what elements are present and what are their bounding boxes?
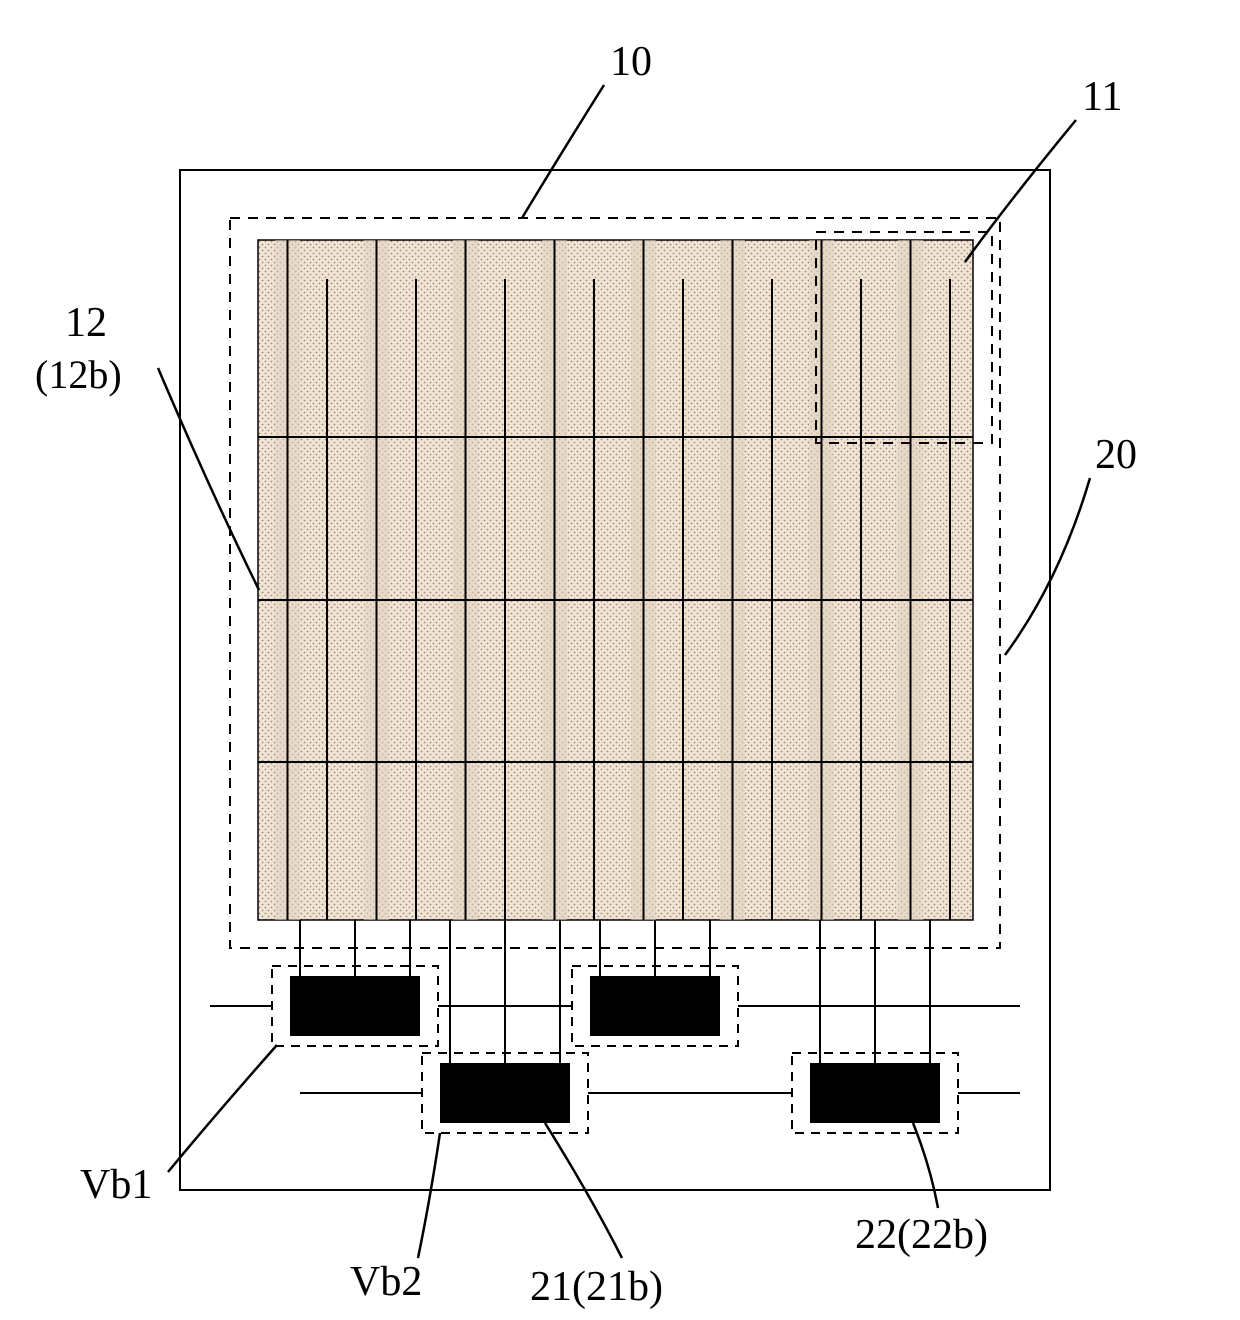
leader-line <box>158 368 259 590</box>
driver-chip <box>810 1063 940 1123</box>
label-l21: 21(21b) <box>530 1264 663 1310</box>
driver-chip <box>290 976 420 1036</box>
label-l12: 12 <box>65 300 107 346</box>
label-l11: 11 <box>1082 74 1122 120</box>
leader-line <box>168 1045 277 1172</box>
label-lVb1: Vb1 <box>80 1162 152 1208</box>
leader-line <box>418 1133 440 1258</box>
driver-chip <box>440 1063 570 1123</box>
label-lVb2: Vb2 <box>350 1259 422 1305</box>
label-l20: 20 <box>1095 432 1137 478</box>
leader-line <box>1005 478 1090 655</box>
label-l12-aux: (12b) <box>35 352 122 397</box>
leader-line <box>965 120 1076 262</box>
leader-line <box>522 85 604 218</box>
label-l22: 22(22b) <box>855 1212 988 1258</box>
driver-chip <box>590 976 720 1036</box>
leader-line <box>913 1123 938 1208</box>
technical-diagram: 10 11 12 (12b) 20 Vb1 Vb2 21(21b) 22(22b) <box>0 0 1240 1320</box>
label-l10: 10 <box>610 39 652 85</box>
